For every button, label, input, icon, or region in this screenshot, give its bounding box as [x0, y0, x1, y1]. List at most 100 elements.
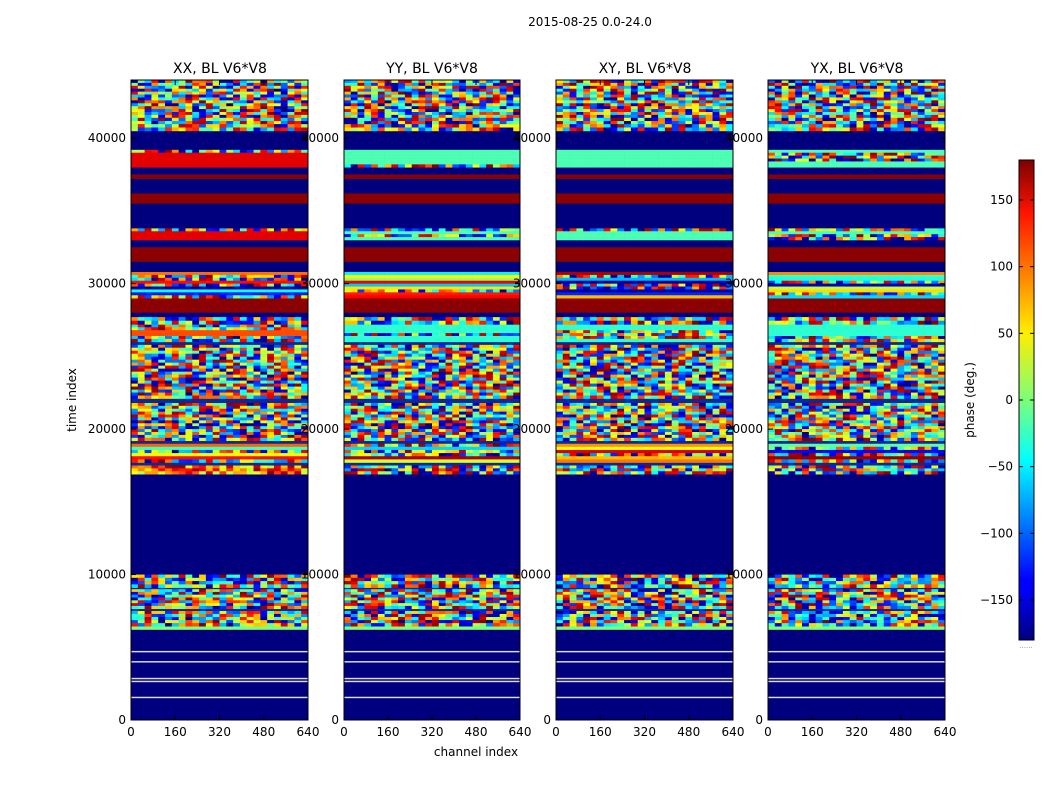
- phase-cell: [371, 338, 379, 343]
- phase-cell: [219, 456, 227, 460]
- phase-cell: [185, 124, 193, 128]
- phase-cell: [452, 581, 460, 585]
- phase-cell: [158, 446, 166, 451]
- phase-cell: [233, 600, 241, 604]
- phase-cell: [425, 623, 433, 627]
- phase-cell: [165, 158, 173, 162]
- phase-cell: [219, 591, 227, 596]
- phase-cell: [151, 85, 159, 90]
- phase-cell: [425, 377, 433, 381]
- phase-cell: [144, 617, 152, 621]
- phase-cell: [233, 80, 241, 84]
- phase-cell: [273, 109, 282, 113]
- phase-cell: [212, 405, 220, 410]
- phase-cell: [280, 591, 288, 596]
- phase-cell: [205, 295, 213, 299]
- phase-cell: [472, 292, 480, 296]
- phase-cell: [344, 383, 352, 387]
- phase-cell: [301, 446, 309, 451]
- phase-cell: [506, 423, 514, 427]
- phase-cell: [404, 434, 412, 439]
- phase-cell: [479, 272, 487, 276]
- phase-cell: [205, 338, 213, 343]
- phase-cell: [371, 423, 379, 427]
- phase-cell: [165, 402, 173, 407]
- phase-cell: [492, 277, 500, 282]
- phase-cell: [391, 274, 399, 279]
- phase-cell: [226, 103, 234, 107]
- phase-cell: [486, 283, 494, 287]
- phase-cell: [438, 283, 446, 287]
- phase-cell: [137, 620, 145, 624]
- phase-cell: [131, 320, 139, 325]
- phase-cell: [280, 114, 288, 119]
- phase-cell: [391, 377, 399, 381]
- phase-cell: [144, 356, 152, 360]
- phase-cell: [506, 155, 514, 159]
- phase-cell: [398, 395, 406, 399]
- phase-cell: [364, 365, 372, 369]
- phase-cell: [452, 594, 460, 598]
- phase-cell: [253, 280, 261, 284]
- phase-cell: [377, 426, 385, 430]
- phase-cell: [445, 283, 453, 287]
- phase-cell: [364, 402, 372, 407]
- phase-cell: [137, 429, 145, 433]
- phase-cell: [205, 620, 213, 624]
- phase-cell: [377, 574, 385, 579]
- phase-cell: [253, 327, 261, 331]
- phase-cell: [479, 371, 487, 375]
- phase-cell: [219, 459, 227, 463]
- phase-cell: [432, 347, 440, 352]
- phase-cell: [219, 389, 227, 393]
- phase-cell: [267, 443, 275, 448]
- phase-cell: [294, 124, 302, 128]
- phase-cell: [273, 234, 282, 238]
- phase-cell: [371, 605, 379, 610]
- phase-cell: [398, 228, 406, 232]
- phase-cell: [465, 155, 473, 159]
- phase-cell: [486, 292, 494, 296]
- phase-cell: [492, 453, 500, 457]
- time-band: [344, 174, 520, 179]
- phase-cell: [151, 374, 159, 378]
- phase-cell: [350, 446, 358, 451]
- phase-cell: [384, 414, 392, 418]
- phase-cell: [513, 152, 521, 156]
- phase-cell: [253, 347, 261, 352]
- phase-cell: [199, 152, 207, 156]
- phase-cell: [131, 368, 139, 372]
- phase-cell: [144, 365, 152, 369]
- phase-cell: [233, 389, 241, 393]
- phase-cell: [506, 465, 514, 469]
- phase-cell: [418, 386, 426, 390]
- phase-cell: [205, 446, 213, 451]
- phase-cell: [438, 231, 446, 235]
- phase-cell: [178, 338, 186, 343]
- phase-cell: [404, 468, 412, 472]
- phase-cell: [377, 610, 385, 615]
- phase-cell: [459, 411, 467, 415]
- phase-cell: [226, 417, 234, 421]
- phase-cell: [144, 124, 152, 128]
- phase-cell: [459, 327, 467, 331]
- phase-cell: [205, 333, 213, 337]
- phase-cell: [411, 414, 419, 418]
- phase-cell: [465, 574, 473, 579]
- phase-cell: [185, 392, 193, 396]
- phase-cell: [486, 613, 494, 618]
- phase-cell: [472, 584, 480, 588]
- phase-cell: [513, 149, 521, 154]
- phase-cell: [425, 344, 433, 349]
- phase-cell: [391, 402, 399, 407]
- phase-cell: [294, 347, 302, 352]
- phase-cell: [459, 377, 467, 381]
- phase-cell: [151, 350, 159, 354]
- phase-cell: [260, 280, 268, 284]
- phase-cell: [438, 380, 446, 384]
- phase-cell: [391, 380, 399, 384]
- phase-cell: [137, 330, 145, 334]
- phase-cell: [513, 327, 521, 331]
- phase-cell: [192, 610, 200, 615]
- phase-cell: [294, 446, 302, 451]
